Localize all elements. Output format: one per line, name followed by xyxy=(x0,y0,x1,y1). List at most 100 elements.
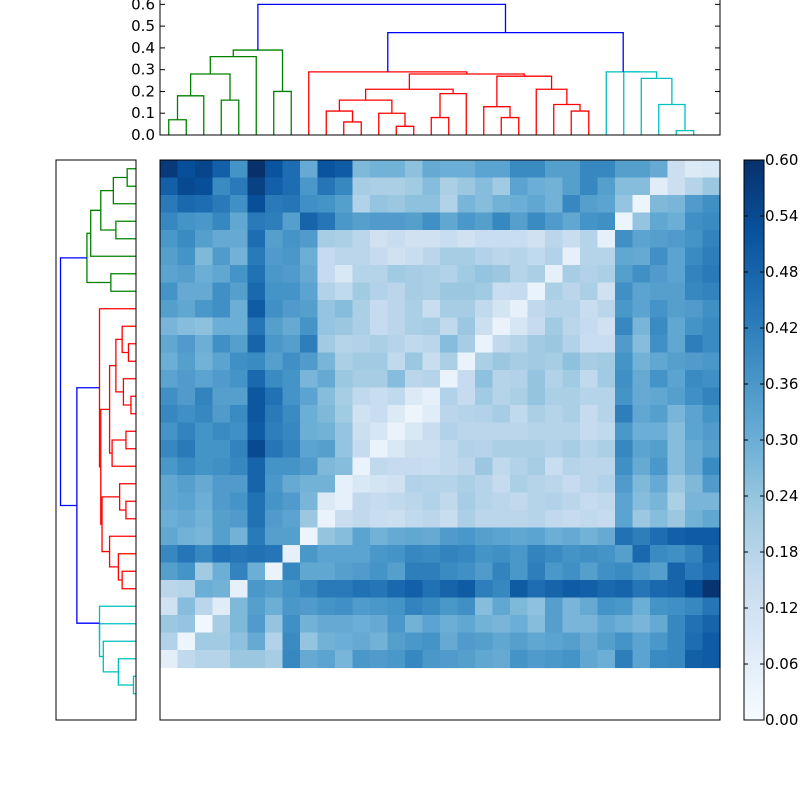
dendrogram-link xyxy=(101,496,120,553)
heatmap-cell xyxy=(650,615,669,634)
heatmap-cell xyxy=(335,195,354,214)
heatmap-cell xyxy=(650,300,669,319)
heatmap-cell xyxy=(685,177,704,196)
heatmap-cell xyxy=(632,580,651,599)
heatmap-cell xyxy=(317,545,336,564)
heatmap-cell xyxy=(230,247,249,266)
heatmap-cell xyxy=(597,352,616,371)
heatmap-cell xyxy=(352,212,371,231)
heatmap-cell xyxy=(685,387,704,406)
heatmap-cell xyxy=(387,510,406,529)
heatmap-cell xyxy=(527,370,546,389)
heatmap-cell xyxy=(580,405,599,424)
heatmap-cell xyxy=(387,580,406,599)
heatmap-cell xyxy=(492,650,511,669)
dendrogram-link xyxy=(98,308,136,468)
heatmap-cell xyxy=(212,510,231,529)
dendrogram-link xyxy=(115,338,124,393)
ytick-label: 0.6 xyxy=(131,0,155,13)
heatmap-cell xyxy=(230,615,249,634)
heatmap-cell xyxy=(440,615,459,634)
heatmap-cell xyxy=(457,230,476,249)
heatmap-cell xyxy=(212,317,231,336)
heatmap-cell xyxy=(632,317,651,336)
heatmap-cell xyxy=(597,650,616,669)
heatmap-cell xyxy=(212,212,231,231)
heatmap-cell xyxy=(352,527,371,546)
heatmap-cell xyxy=(685,195,704,214)
heatmap-cell xyxy=(562,370,581,389)
heatmap-cell xyxy=(352,510,371,529)
heatmap-cell xyxy=(492,580,511,599)
heatmap-cell xyxy=(562,562,581,581)
heatmap-cell xyxy=(475,597,494,616)
dendrogram-link xyxy=(117,553,136,581)
heatmap-cell xyxy=(527,352,546,371)
heatmap-cell xyxy=(370,370,389,389)
heatmap-cell xyxy=(300,545,319,564)
heatmap-cell xyxy=(457,370,476,389)
heatmap-cell xyxy=(230,632,249,651)
heatmap-cell xyxy=(510,195,529,214)
heatmap-cell xyxy=(702,545,721,564)
heatmap-cell xyxy=(545,457,564,476)
heatmap-cell xyxy=(405,177,424,196)
heatmap-cell xyxy=(510,527,529,546)
heatmap-cell xyxy=(195,247,214,266)
heatmap-cell xyxy=(282,545,301,564)
heatmap-cell xyxy=(475,440,494,459)
heatmap-cell xyxy=(545,195,564,214)
heatmap-cell xyxy=(475,545,494,564)
heatmap-cell xyxy=(527,160,546,179)
heatmap-cell xyxy=(475,580,494,599)
dendrogram-link xyxy=(115,220,136,240)
dendrogram-link xyxy=(111,439,136,467)
heatmap-cell xyxy=(597,510,616,529)
heatmap-cell xyxy=(457,650,476,669)
heatmap-cell xyxy=(457,317,476,336)
heatmap-cell xyxy=(597,527,616,546)
dendrogram-link xyxy=(553,103,581,135)
heatmap-cell xyxy=(650,545,669,564)
heatmap-cell xyxy=(265,422,284,441)
heatmap-cell xyxy=(160,317,179,336)
heatmap-cell xyxy=(615,632,634,651)
heatmap-cell xyxy=(475,405,494,424)
heatmap-cell xyxy=(177,387,196,406)
heatmap-cell xyxy=(615,615,634,634)
heatmap-cell xyxy=(212,475,231,494)
heatmap-cell xyxy=(230,352,249,371)
heatmap-cell xyxy=(457,335,476,354)
heatmap-cell xyxy=(230,212,249,231)
heatmap-cell xyxy=(335,597,354,616)
heatmap-cell xyxy=(650,230,669,249)
dendrogram-link xyxy=(59,257,87,507)
heatmap-cell xyxy=(387,405,406,424)
heatmap-cell xyxy=(527,247,546,266)
heatmap-cell xyxy=(195,265,214,284)
heatmap-cell xyxy=(562,265,581,284)
heatmap-cell xyxy=(492,510,511,529)
top-dendrogram: 0.0 0.1 0.2 0.3 0.4 0.5 0.6 xyxy=(131,0,721,144)
heatmap-cell xyxy=(212,177,231,196)
heatmap-cell xyxy=(265,632,284,651)
heatmap-cell xyxy=(510,580,529,599)
heatmap-cell xyxy=(632,387,651,406)
heatmap-cell xyxy=(597,562,616,581)
heatmap-cell xyxy=(247,527,266,546)
heatmap-cell xyxy=(300,527,319,546)
heatmap-cell xyxy=(405,440,424,459)
heatmap-cell xyxy=(615,562,634,581)
heatmap-cell xyxy=(580,580,599,599)
heatmap-cell xyxy=(282,562,301,581)
heatmap-cell xyxy=(615,510,634,529)
heatmap-cell xyxy=(405,160,424,179)
heatmap-cell xyxy=(510,247,529,266)
heatmap-cell xyxy=(667,335,686,354)
heatmap-cell xyxy=(702,597,721,616)
heatmap-cell xyxy=(282,510,301,529)
heatmap-cell xyxy=(510,160,529,179)
heatmap-cell xyxy=(615,370,634,389)
heatmap-cell xyxy=(282,527,301,546)
heatmap-cell xyxy=(527,317,546,336)
